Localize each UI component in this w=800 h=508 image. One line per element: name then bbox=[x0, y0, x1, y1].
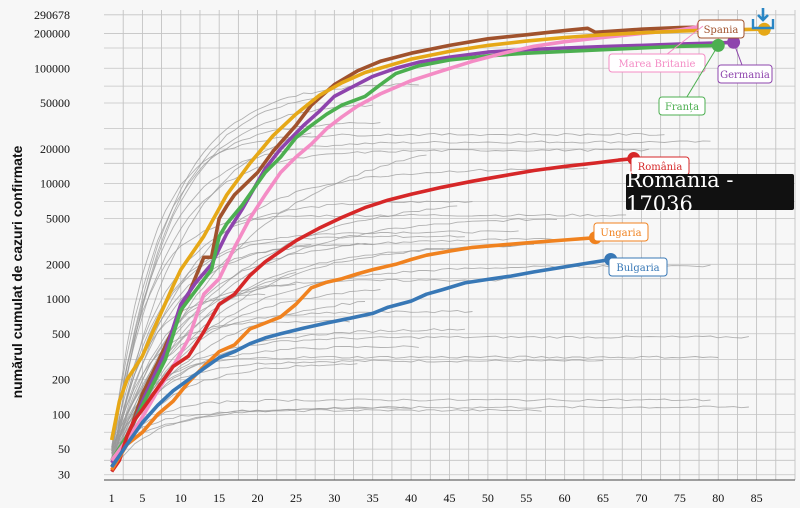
background-series-line bbox=[111, 140, 711, 448]
y-axis-label: numărul cumulat de cazuri confirmate bbox=[9, 145, 25, 398]
series-label-box bbox=[608, 257, 668, 277]
series-line-germania[interactable] bbox=[110, 40, 734, 464]
x-tick-label: 35 bbox=[367, 491, 379, 505]
y-tick-label: 200000 bbox=[34, 27, 70, 41]
background-series-line bbox=[111, 237, 634, 463]
x-tick-label: 80 bbox=[712, 491, 724, 505]
series-label-text: Spania bbox=[704, 25, 739, 36]
y-tick-label: 50 bbox=[58, 442, 70, 456]
y-tick-label: 2000 bbox=[46, 257, 70, 271]
y-tick-label: 20000 bbox=[40, 142, 70, 156]
series-line-românia[interactable] bbox=[110, 156, 634, 473]
background-series-line bbox=[111, 245, 511, 454]
x-tick-label: 45 bbox=[444, 491, 456, 505]
y-tick-label: 200 bbox=[52, 373, 70, 387]
background-series-line bbox=[111, 310, 473, 452]
background-series-line bbox=[111, 82, 419, 459]
background-series-line bbox=[111, 289, 381, 468]
x-tick-label: 70 bbox=[635, 491, 647, 505]
series-label-box bbox=[697, 19, 745, 39]
hover-tooltip: România - 17036 bbox=[626, 168, 794, 216]
download-button[interactable] bbox=[750, 6, 776, 32]
background-series-line bbox=[111, 405, 749, 450]
background-series-line bbox=[111, 218, 558, 465]
background-series-line bbox=[111, 96, 320, 468]
series-line-bulgaria[interactable] bbox=[110, 257, 611, 469]
x-tick-label: 75 bbox=[674, 491, 686, 505]
background-series-line bbox=[111, 235, 465, 472]
background-series-line bbox=[111, 132, 665, 452]
background-series-line bbox=[111, 328, 465, 455]
y-tick-label: 50000 bbox=[40, 96, 70, 110]
series-endpoint[interactable] bbox=[757, 22, 771, 36]
y-tick-label: 30 bbox=[58, 468, 70, 482]
series-label-box bbox=[717, 64, 773, 84]
background-series-line bbox=[111, 200, 473, 451]
y-tick-label: 290678 bbox=[34, 8, 70, 22]
y-tick-label: 1000 bbox=[46, 292, 70, 306]
background-series-line bbox=[111, 293, 266, 459]
background-series-line bbox=[111, 167, 588, 466]
x-tick-label: 5 bbox=[139, 491, 145, 505]
label-leader-line bbox=[681, 45, 719, 106]
series-line-ungaria[interactable] bbox=[110, 235, 596, 471]
series-label-box bbox=[608, 53, 706, 73]
x-tick-label: 55 bbox=[520, 491, 532, 505]
x-tick-label: 85 bbox=[751, 491, 763, 505]
x-tick-label: 30 bbox=[328, 491, 340, 505]
x-axis-ticks: 1 5 10 15 20 25 30 35 40 45 50 55 60 65 70 75 80 85 bbox=[109, 491, 763, 505]
background-series-line bbox=[111, 148, 650, 450]
series-line-italia[interactable] bbox=[109, 27, 765, 441]
y-tick-label: 100 bbox=[52, 407, 70, 421]
x-tick-label: 1 bbox=[109, 491, 115, 505]
background-series-line bbox=[111, 230, 519, 462]
series-label-text: Franța bbox=[665, 102, 699, 113]
y-tick-label: 10000 bbox=[40, 177, 70, 191]
background-series-line bbox=[111, 213, 627, 454]
series-line-marea-britanie[interactable] bbox=[110, 24, 704, 462]
x-tick-label: 50 bbox=[482, 491, 494, 505]
background-series-line bbox=[111, 408, 542, 449]
background-series-line bbox=[111, 398, 711, 469]
series-label-box bbox=[658, 96, 706, 116]
y-tick-label: 100000 bbox=[34, 61, 70, 75]
background-series-line bbox=[111, 104, 373, 473]
series-label-text: România bbox=[638, 162, 683, 173]
x-tick-label: 25 bbox=[290, 491, 302, 505]
y-axis-ticks: 30 50 100 200 500 1000 2000 5000 10000 20000 50000… bbox=[34, 8, 70, 482]
series-label-text: Ungaria bbox=[600, 228, 641, 239]
series-label-box bbox=[593, 222, 649, 242]
series-label-text: Marea Britanie bbox=[619, 59, 696, 70]
x-tick-label: 20 bbox=[252, 491, 264, 505]
series-label-text: Germania bbox=[720, 70, 770, 81]
x-tick-label: 60 bbox=[559, 491, 571, 505]
series-label-text: Bulgaria bbox=[616, 263, 659, 274]
x-tick-label: 40 bbox=[405, 491, 417, 505]
download-icon bbox=[751, 8, 775, 30]
series-line-franța[interactable] bbox=[110, 43, 719, 462]
x-tick-label: 65 bbox=[597, 491, 609, 505]
x-tick-label: 15 bbox=[213, 491, 225, 505]
x-tick-label: 10 bbox=[175, 491, 187, 505]
chart-grid bbox=[104, 10, 796, 481]
y-tick-label: 5000 bbox=[46, 211, 70, 225]
y-tick-label: 500 bbox=[52, 327, 70, 341]
